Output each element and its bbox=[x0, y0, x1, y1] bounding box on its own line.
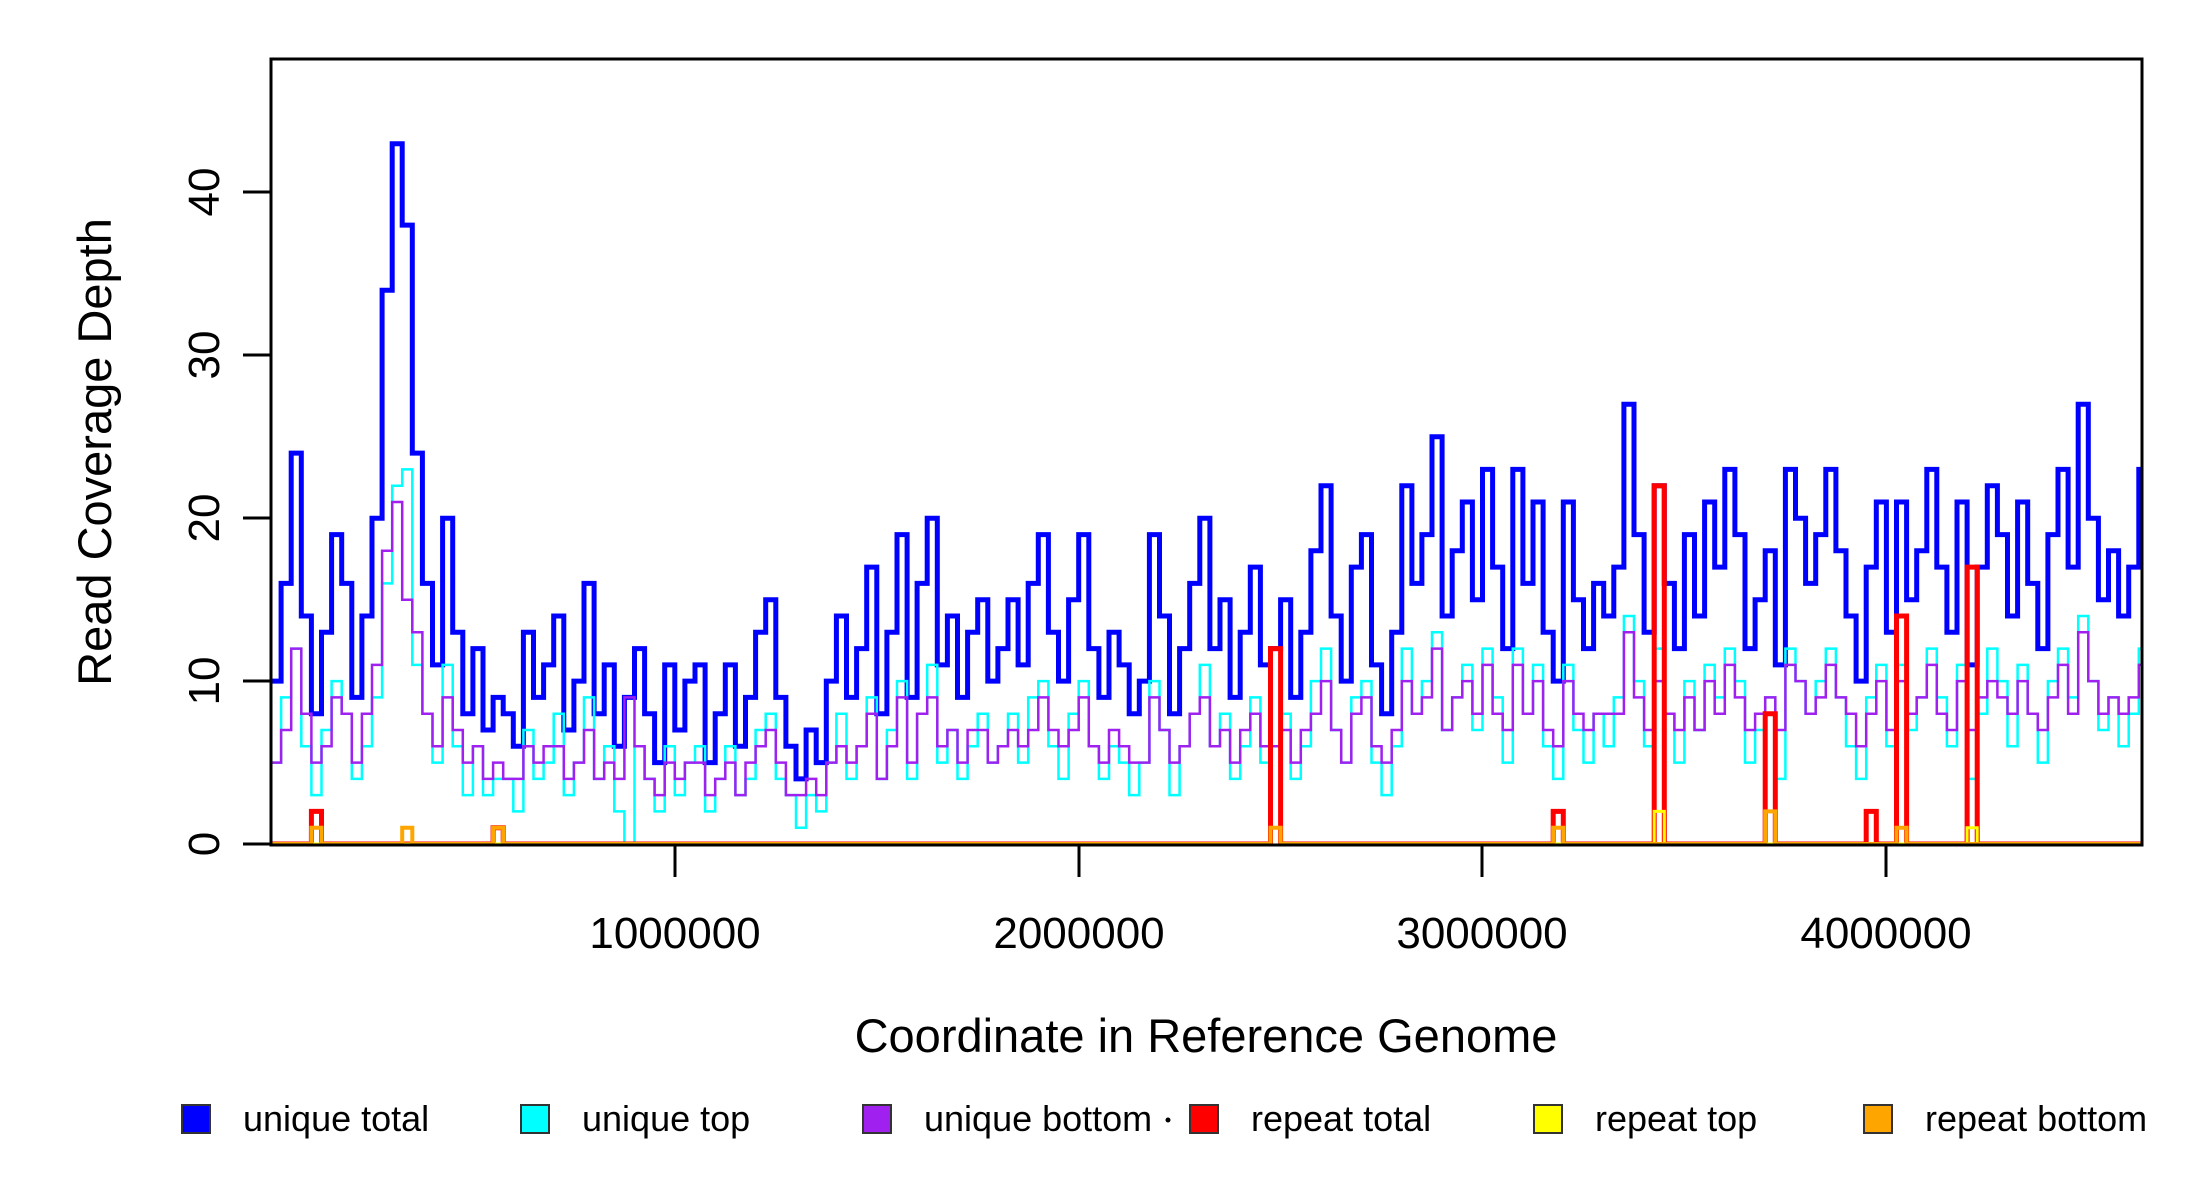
x-tick-1000000: 1000000 bbox=[589, 909, 760, 958]
series-unique-total-line bbox=[271, 141, 2142, 782]
y-tick-20: 20 bbox=[180, 494, 229, 543]
legend-item-repeat-bottom: repeat bottom bbox=[1863, 1098, 2147, 1139]
repeat-bottom-swatch-icon bbox=[1863, 1104, 1893, 1134]
legend-item-unique-total: unique total bbox=[181, 1098, 429, 1139]
x-axis-ticks bbox=[673, 845, 1888, 877]
x-axis-title: Coordinate in Reference Genome bbox=[855, 1009, 1558, 1062]
repeat-top-swatch-icon bbox=[1533, 1104, 1563, 1134]
stray-mark-dot bbox=[1165, 1117, 1171, 1123]
legend-item-repeat-total: repeat total bbox=[1189, 1098, 1431, 1139]
y-tick-0: 0 bbox=[180, 832, 229, 856]
y-axis-ticks bbox=[243, 190, 271, 846]
legend-item-unique-top: unique top bbox=[520, 1098, 750, 1139]
unique-bottom-swatch-icon bbox=[862, 1104, 892, 1134]
legend-item-unique-bottom: unique bottom bbox=[862, 1098, 1152, 1139]
y-tick-10: 10 bbox=[180, 657, 229, 706]
legend-item-repeat-top: repeat top bbox=[1533, 1098, 1757, 1139]
y-axis-title: Read Coverage Depth bbox=[68, 218, 121, 686]
unique-top-swatch-icon bbox=[520, 1104, 550, 1134]
legend-label: unique total bbox=[243, 1098, 429, 1139]
legend-label: repeat total bbox=[1251, 1098, 1431, 1139]
legend-label: repeat bottom bbox=[1925, 1098, 2147, 1139]
y-axis-tick-labels: 0 10 20 30 40 bbox=[180, 168, 229, 857]
series-repeat-top-line bbox=[271, 809, 2142, 846]
repeat-total-swatch-icon bbox=[1189, 1104, 1219, 1134]
y-tick-30: 30 bbox=[180, 331, 229, 380]
y-tick-40: 40 bbox=[180, 168, 229, 217]
x-axis-tick-labels: 1000000 2000000 3000000 4000000 bbox=[589, 909, 1971, 958]
series-repeat-bottom-line bbox=[271, 809, 2142, 846]
x-tick-3000000: 3000000 bbox=[1396, 909, 1567, 958]
legend: unique total unique top unique bottom re… bbox=[181, 1098, 2147, 1139]
legend-label: unique top bbox=[582, 1098, 750, 1139]
series-unique-bottom-line bbox=[271, 500, 2142, 797]
plot-frame bbox=[269, 57, 2144, 847]
x-tick-2000000: 2000000 bbox=[993, 909, 1164, 958]
legend-label: unique bottom bbox=[924, 1098, 1152, 1139]
plot-series-group bbox=[271, 141, 2142, 847]
unique-total-swatch-icon bbox=[181, 1104, 211, 1134]
x-tick-4000000: 4000000 bbox=[1800, 909, 1971, 958]
legend-label: repeat top bbox=[1595, 1098, 1757, 1139]
